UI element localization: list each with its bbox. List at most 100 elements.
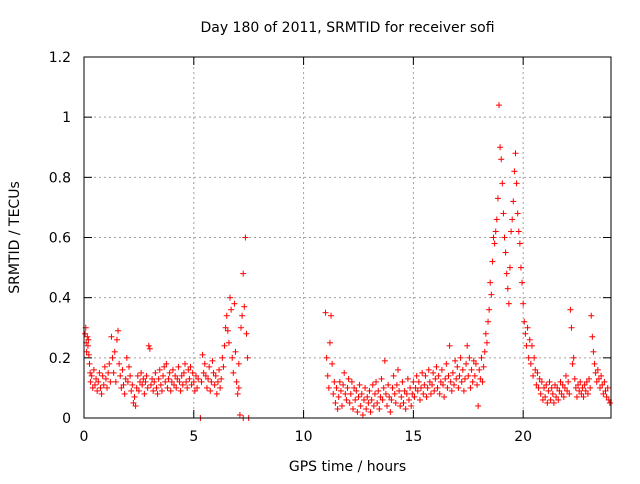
data-point [466, 354, 473, 361]
data-point [478, 354, 485, 361]
data-point [410, 378, 417, 385]
data-point [244, 354, 251, 361]
data-point [411, 393, 418, 400]
data-point [400, 399, 407, 406]
data-point [505, 300, 512, 307]
data-point [187, 363, 194, 370]
data-point [82, 330, 89, 337]
data-point [131, 393, 138, 400]
data-point [161, 363, 168, 370]
data-point [519, 279, 526, 286]
data-point [534, 369, 541, 376]
data-point [235, 360, 242, 367]
data-point [530, 372, 537, 379]
data-point [235, 384, 242, 391]
data-point [392, 399, 399, 406]
data-point [113, 336, 120, 343]
data-point [506, 264, 513, 271]
data-point [498, 156, 505, 163]
data-point [177, 387, 184, 394]
data-point [370, 402, 377, 409]
data-point [333, 384, 340, 391]
data-point [581, 381, 588, 388]
data-point [179, 381, 186, 388]
data-point [538, 378, 545, 385]
data-point [369, 381, 376, 388]
data-point [485, 318, 492, 325]
data-point [567, 306, 574, 313]
data-point [490, 234, 497, 241]
data-point [448, 387, 455, 394]
data-point [489, 258, 496, 265]
data-point [565, 378, 572, 385]
data-point [231, 300, 238, 307]
data-point [322, 309, 329, 316]
x-tick-label: 5 [189, 429, 198, 445]
data-point [511, 168, 518, 175]
data-point [126, 363, 133, 370]
data-point [510, 198, 517, 205]
data-point [471, 372, 478, 379]
data-point [122, 375, 129, 382]
data-point [212, 372, 219, 379]
data-point [84, 333, 91, 340]
data-point [508, 228, 515, 235]
data-point [455, 384, 462, 391]
data-point [476, 366, 483, 373]
data-point [421, 381, 428, 388]
data-point [96, 369, 103, 376]
data-point [457, 354, 464, 361]
data-point [328, 312, 335, 319]
data-point [145, 342, 152, 349]
data-point [513, 180, 520, 187]
data-point [442, 375, 449, 382]
data-point [541, 384, 548, 391]
data-point [445, 372, 452, 379]
data-point [528, 342, 535, 349]
data-point [552, 381, 559, 388]
data-point [360, 396, 367, 403]
data-point [374, 399, 381, 406]
data-point [123, 354, 130, 361]
data-point [144, 384, 151, 391]
data-point [468, 366, 475, 373]
data-point [512, 150, 519, 157]
data-point [447, 378, 454, 385]
data-point [174, 375, 181, 382]
data-point [542, 393, 549, 400]
data-point [544, 399, 551, 406]
data-point [474, 381, 481, 388]
data-point [229, 354, 236, 361]
data-point [127, 372, 134, 379]
data-point [158, 387, 165, 394]
data-point [240, 270, 247, 277]
data-point [444, 384, 451, 391]
data-point [230, 369, 237, 376]
data-point [509, 216, 516, 223]
data-point [553, 393, 560, 400]
data-point [351, 384, 358, 391]
data-point [153, 384, 160, 391]
data-point [592, 369, 599, 376]
data-point [375, 387, 382, 394]
data-point [362, 384, 369, 391]
data-point [426, 378, 433, 385]
data-point [588, 312, 595, 319]
axis-layer: 0 0.2 0.4 0.6 0.8 1 1.2 0 5 10 15 20 [49, 50, 611, 445]
data-point [149, 375, 156, 382]
data-point [504, 285, 511, 292]
data-point [124, 378, 131, 385]
data-point [163, 360, 170, 367]
data-point [223, 312, 230, 319]
data-point [323, 354, 330, 361]
data-point [207, 387, 214, 394]
data-point [349, 405, 356, 412]
data-point [219, 354, 226, 361]
data-point [491, 240, 498, 247]
data-point [443, 360, 450, 367]
data-point [99, 372, 106, 379]
data-point [151, 378, 158, 385]
data-point [136, 378, 143, 385]
data-point [408, 402, 415, 409]
